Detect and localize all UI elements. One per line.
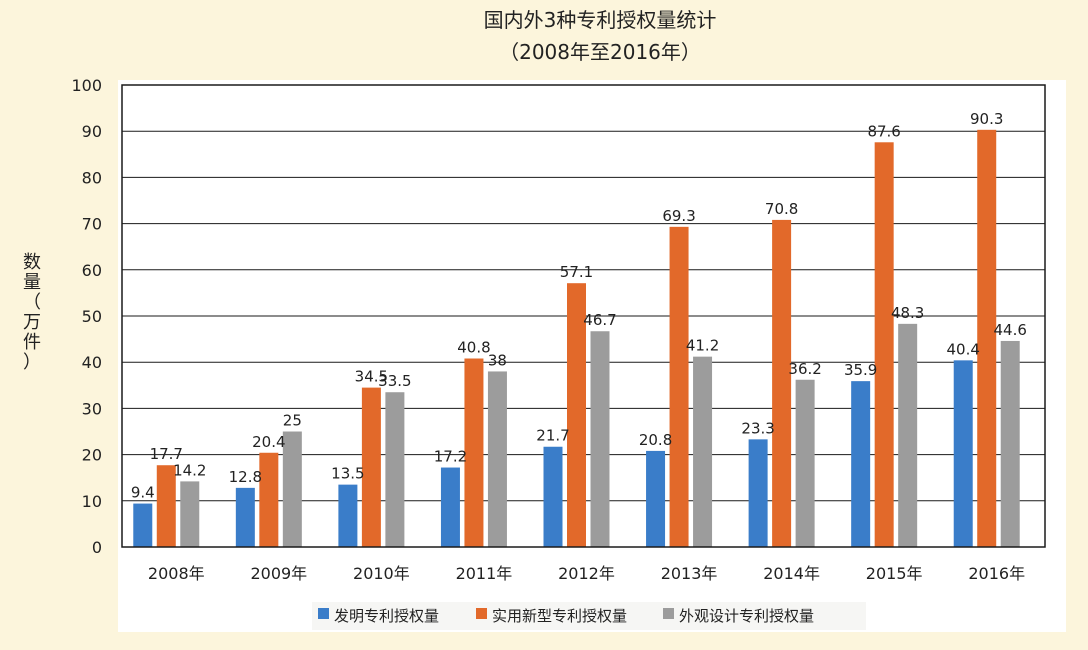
y-axis-ticks: 0 10 20 30 40 50 60 70 80 90 100: [71, 76, 102, 557]
y-tick-label: 60: [82, 261, 102, 280]
bar-2-2015年: [874, 142, 894, 547]
data-label: 90.3: [970, 110, 1003, 128]
data-label: 87.6: [867, 122, 900, 140]
y-tick-label: 20: [82, 446, 102, 465]
data-label: 25: [283, 412, 302, 430]
data-label: 46.7: [583, 311, 616, 329]
x-tick-label: 2010年: [353, 564, 410, 583]
bar-3-2013年: [693, 356, 713, 547]
bar-3-2014年: [795, 379, 815, 547]
data-label: 20.4: [252, 433, 285, 451]
bar-1-2010年: [338, 484, 358, 547]
data-label: 40.8: [457, 339, 490, 357]
bar-3-2016年: [1000, 340, 1020, 547]
bar-3-2012年: [590, 331, 610, 547]
data-label: 9.4: [131, 484, 155, 502]
plot-frame: [121, 84, 1046, 548]
y-tick-label: 50: [82, 307, 102, 326]
x-tick-label: 2008年: [148, 564, 205, 583]
y-tick-label: 30: [82, 399, 102, 418]
data-label: 44.6: [994, 321, 1027, 339]
data-label: 12.8: [229, 468, 262, 486]
bar-2-2013年: [669, 226, 689, 548]
data-label: 23.3: [741, 419, 774, 437]
bar-2-2014年: [772, 219, 792, 548]
y-tick-label: 0: [92, 538, 102, 557]
y-tick-label: 80: [82, 168, 102, 187]
x-tick-label: 2009年: [250, 564, 307, 583]
bar-1-2014年: [748, 439, 768, 547]
legend-label: 外观设计专利授权量: [679, 607, 814, 625]
y-tick-label: 70: [82, 215, 102, 234]
bar-1-2008年: [133, 503, 153, 547]
bar-2-2010年: [361, 387, 381, 547]
bar-3-2010年: [385, 392, 405, 547]
y-tick-label: 100: [71, 76, 102, 95]
bar-2-2016年: [977, 129, 997, 547]
legend-label: 实用新型专利授权量: [492, 607, 627, 625]
data-label: 17.2: [434, 448, 467, 466]
legend-box: [312, 602, 866, 630]
y-tick-label: 90: [82, 122, 102, 141]
data-label: 41.2: [686, 337, 719, 355]
legend-swatch: [476, 608, 487, 619]
data-label: 34.5: [355, 368, 388, 386]
x-tick-label: 2016年: [968, 564, 1025, 583]
bar-3-2009年: [282, 431, 302, 547]
bar-2-2011年: [464, 358, 484, 547]
bar-1-2015年: [851, 381, 871, 547]
data-label: 48.3: [891, 304, 924, 322]
bar-1-2012年: [543, 446, 563, 547]
data-label: 21.7: [536, 427, 569, 445]
bar-1-2009年: [235, 487, 255, 547]
x-axis-ticks: 2008年 2009年 2010年 2011年 2012年 2013年 2014年 2015年…: [148, 564, 1025, 583]
data-label: 17.7: [150, 445, 183, 463]
chart-subtitle: （2008年至2016年）: [499, 40, 701, 64]
bar-3-2015年: [898, 323, 918, 547]
data-label: 40.4: [947, 340, 980, 358]
x-tick-label: 2015年: [866, 564, 923, 583]
bar-2-2009年: [259, 452, 279, 547]
data-label: 38: [488, 351, 507, 369]
legend: 发明专利授权量 实用新型专利授权量 外观设计专利授权量: [312, 602, 866, 630]
data-label: 14.2: [173, 461, 206, 479]
bars: [133, 129, 1020, 548]
data-label: 70.8: [765, 200, 798, 218]
data-label: 20.8: [639, 431, 672, 449]
data-label: 69.3: [662, 207, 695, 225]
legend-swatch: [318, 608, 329, 619]
data-label: 57.1: [560, 263, 593, 281]
legend-swatch: [663, 608, 674, 619]
bar-1-2013年: [646, 450, 666, 547]
data-label: 36.2: [788, 360, 821, 378]
y-axis-title: 数量（万件）: [23, 252, 41, 373]
bar-2-2008年: [156, 465, 176, 547]
legend-label: 发明专利授权量: [334, 607, 439, 625]
chart-title: 国内外3种专利授权量统计: [484, 8, 717, 32]
data-label: 33.5: [378, 372, 411, 390]
bar-1-2016年: [953, 360, 973, 547]
y-tick-label: 40: [82, 353, 102, 372]
y-axis-label: 数量（万件）: [23, 252, 41, 373]
data-label: 13.5: [331, 465, 364, 483]
x-tick-label: 2011年: [456, 564, 513, 583]
data-label: 35.9: [844, 361, 877, 379]
x-tick-label: 2014年: [763, 564, 820, 583]
x-tick-label: 2013年: [661, 564, 718, 583]
bar-3-2008年: [180, 481, 200, 547]
bar-3-2011年: [487, 371, 507, 547]
x-tick-label: 2012年: [558, 564, 615, 583]
y-tick-label: 10: [82, 492, 102, 511]
data-labels: 9.4 12.8 13.5 17.2 21.7 20.8 23.3 35.9 40.4 17.7 2…: [131, 110, 1027, 502]
bar-1-2011年: [440, 467, 460, 547]
bar-2-2012年: [567, 283, 586, 547]
